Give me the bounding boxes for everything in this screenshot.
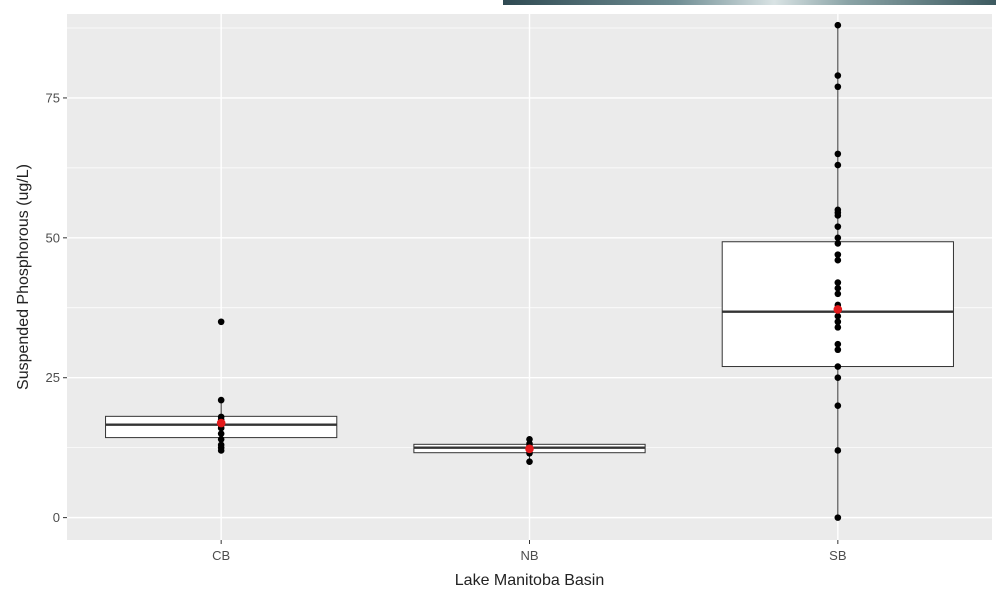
data-point: [834, 234, 842, 242]
data-point: [834, 251, 842, 258]
y-tick-label: 25: [46, 370, 60, 385]
mean-point: [525, 444, 534, 454]
data-point: [217, 447, 225, 454]
x-axis-ticks: CB NB SB: [212, 540, 847, 563]
data-point: [834, 318, 842, 326]
mean-point: [833, 305, 843, 314]
x-axis-title: Lake Manitoba Basin: [455, 572, 604, 589]
data-point: [834, 290, 842, 298]
data-point: [834, 240, 842, 247]
y-axis-title: Suspended Phosphorous (ug/L): [15, 164, 32, 390]
data-point: [217, 435, 225, 443]
data-point: [834, 374, 842, 382]
data-point: [834, 346, 842, 354]
data-point: [217, 396, 225, 404]
data-point: [834, 324, 842, 331]
data-point: [834, 83, 842, 91]
data-point: [834, 514, 842, 521]
data-point: [217, 430, 225, 437]
data-point: [834, 447, 842, 454]
data-point: [834, 150, 842, 158]
data-point: [834, 279, 842, 286]
data-point: [834, 212, 842, 219]
data-point: [834, 161, 842, 169]
data-point: [834, 402, 842, 410]
data-point: [834, 72, 842, 79]
x-tick-label: NB: [520, 548, 538, 563]
x-tick-label: SB: [829, 548, 846, 563]
data-point: [217, 318, 225, 326]
data-point: [834, 340, 842, 348]
y-tick-label: 0: [53, 510, 60, 525]
mean-point: [216, 418, 226, 428]
y-tick-label: 75: [46, 90, 60, 105]
y-tick-label: 50: [46, 230, 60, 245]
y-axis-ticks: 0 25 50 75: [46, 90, 67, 525]
data-point: [834, 21, 842, 29]
mean-points: [216, 305, 843, 454]
x-tick-label: CB: [212, 548, 230, 563]
data-point: [834, 223, 842, 230]
data-point: [834, 363, 842, 370]
data-point: [834, 284, 842, 292]
data-point: [834, 256, 842, 264]
data-point: [834, 312, 842, 320]
background-photo-strip: [503, 0, 996, 5]
data-point: [526, 458, 533, 465]
